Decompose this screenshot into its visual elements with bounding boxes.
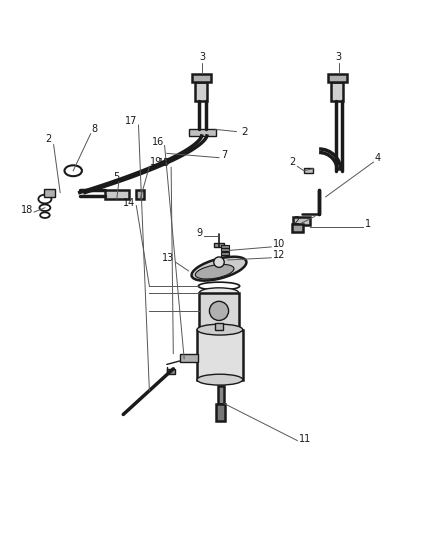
FancyBboxPatch shape bbox=[167, 369, 176, 374]
FancyBboxPatch shape bbox=[197, 329, 243, 379]
FancyBboxPatch shape bbox=[214, 243, 224, 247]
FancyBboxPatch shape bbox=[293, 217, 311, 225]
Text: 2: 2 bbox=[241, 126, 247, 136]
FancyBboxPatch shape bbox=[180, 354, 198, 362]
Ellipse shape bbox=[197, 374, 243, 385]
FancyBboxPatch shape bbox=[328, 74, 347, 82]
Text: 12: 12 bbox=[272, 250, 285, 260]
Text: 16: 16 bbox=[152, 136, 164, 147]
FancyBboxPatch shape bbox=[221, 245, 229, 248]
Text: 3: 3 bbox=[199, 52, 205, 62]
FancyBboxPatch shape bbox=[221, 255, 229, 258]
FancyBboxPatch shape bbox=[105, 190, 129, 199]
Text: 4: 4 bbox=[375, 153, 381, 163]
Text: 2: 2 bbox=[293, 216, 300, 227]
Ellipse shape bbox=[199, 288, 239, 297]
FancyBboxPatch shape bbox=[136, 190, 144, 199]
Circle shape bbox=[209, 301, 229, 320]
Text: 3: 3 bbox=[336, 52, 342, 62]
FancyBboxPatch shape bbox=[199, 293, 239, 329]
Text: 2: 2 bbox=[289, 157, 295, 167]
FancyBboxPatch shape bbox=[215, 323, 223, 329]
Ellipse shape bbox=[197, 324, 243, 335]
Text: 11: 11 bbox=[299, 434, 311, 444]
Ellipse shape bbox=[191, 257, 247, 281]
FancyBboxPatch shape bbox=[189, 130, 215, 136]
FancyBboxPatch shape bbox=[195, 82, 207, 101]
Text: 8: 8 bbox=[92, 124, 98, 134]
FancyBboxPatch shape bbox=[191, 74, 211, 82]
Text: 18: 18 bbox=[21, 205, 33, 215]
Ellipse shape bbox=[195, 264, 234, 279]
FancyBboxPatch shape bbox=[221, 248, 229, 251]
Text: 2: 2 bbox=[45, 134, 51, 144]
Text: 7: 7 bbox=[221, 150, 227, 160]
Circle shape bbox=[214, 257, 224, 268]
Text: 15: 15 bbox=[158, 158, 170, 168]
Text: 9: 9 bbox=[196, 228, 202, 238]
FancyBboxPatch shape bbox=[219, 259, 228, 261]
Text: 5: 5 bbox=[113, 172, 120, 182]
FancyBboxPatch shape bbox=[218, 386, 224, 403]
Text: 19: 19 bbox=[150, 157, 162, 167]
FancyBboxPatch shape bbox=[221, 252, 229, 255]
FancyBboxPatch shape bbox=[331, 82, 343, 101]
Text: 14: 14 bbox=[123, 198, 135, 207]
Text: 17: 17 bbox=[125, 116, 138, 126]
Text: 10: 10 bbox=[272, 239, 285, 249]
FancyBboxPatch shape bbox=[216, 403, 225, 421]
Text: 13: 13 bbox=[162, 253, 174, 263]
FancyBboxPatch shape bbox=[304, 168, 314, 173]
Text: 1: 1 bbox=[365, 220, 371, 229]
FancyBboxPatch shape bbox=[292, 224, 303, 232]
FancyBboxPatch shape bbox=[44, 189, 55, 197]
Ellipse shape bbox=[199, 325, 239, 334]
